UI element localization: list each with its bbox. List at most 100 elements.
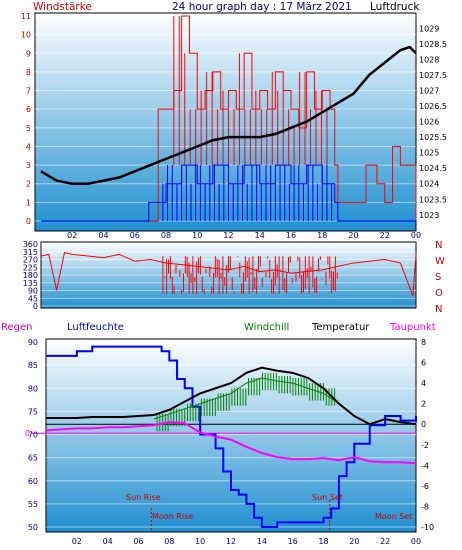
- panel3-right-tick-label: -2: [421, 441, 429, 450]
- panel2-left-tick-label: 315: [23, 248, 38, 257]
- panel1-right-tick-label: 1028.5: [419, 40, 447, 49]
- panel1-left-tick-label: 9: [26, 49, 31, 58]
- panel3-left-tick-label: 60: [28, 477, 38, 486]
- panel1-left-tick-label: 3: [26, 161, 31, 170]
- panel2-left-tick-label: 180: [23, 271, 38, 280]
- panel1-x-tick-label: 06: [130, 231, 140, 240]
- panel1-right-tick-label: 1027.5: [419, 71, 447, 80]
- panel3-left-tick-label: 80: [28, 384, 38, 393]
- panel3-x-tick-label: 12: [226, 537, 236, 546]
- panel3-legend: Regen Luftfeuchte Windchill Temperatur T…: [1, 322, 436, 333]
- panel1-series: [40, 15, 417, 222]
- panel3-x-tick-label: 20: [349, 537, 359, 546]
- panel3-left-ticks: 50 55 60 65 70 75 80 85 90: [28, 338, 38, 532]
- panel1-left-tick-label: 7: [26, 87, 31, 96]
- panel1-x-tick-label: 08: [161, 231, 171, 240]
- panel1-right-tick-label: 1027: [419, 87, 439, 96]
- panel3-right-tick-label: 4: [421, 379, 426, 388]
- panel1-x-tick-label: 18: [317, 231, 327, 240]
- panel3-right-ticks: 8 6 4 2 0 -2 -4 -6 -8 -10: [421, 338, 434, 532]
- panel3-right-tick-label: 0: [421, 420, 426, 429]
- panel3-x-tick-label: 06: [133, 537, 143, 546]
- panel1-left-tick-label: 5: [26, 124, 31, 133]
- panel3-x-tick-label: 08: [164, 537, 174, 546]
- panel2-left-tick-label: 225: [23, 263, 38, 272]
- legend-luftfeuchte: Luftfeuchte: [67, 322, 124, 333]
- legend-windchill: Windchill: [244, 322, 289, 333]
- panel1-right-tick-label: 1025.5: [419, 133, 447, 142]
- panel3-right-tick-label: -4: [421, 461, 429, 470]
- panel3-x-tick-label: 04: [103, 537, 113, 546]
- panel1-right-tick-label: 1029: [419, 24, 439, 33]
- panel3-plot-area: [45, 338, 417, 533]
- wind-gust-series: [41, 15, 417, 222]
- panel1-x-tick-label: 04: [98, 231, 108, 240]
- legend-temperatur: Temperatur: [311, 322, 370, 333]
- panel1-right-tick-label: 1028: [419, 55, 439, 64]
- panel1-x-tick-label: 02: [67, 231, 77, 240]
- panel1-left-tick-label: 1: [26, 198, 31, 207]
- panel3-series: [45, 345, 417, 528]
- wind-direction-series: [40, 252, 417, 296]
- compass-label: S: [435, 272, 441, 283]
- panel3-left-tick-label: 90: [28, 338, 38, 347]
- panel1-left-tick-label: 8: [26, 68, 31, 77]
- panel3-x-tick-label: 10: [195, 537, 205, 546]
- panel1-left-ticks: 0 1 2 3 4 5 6 7 8 9 10 11: [21, 12, 31, 226]
- panel1-right-tick-label: 1026.5: [419, 102, 447, 111]
- panel1-x-tick-label: 16: [286, 231, 296, 240]
- panel3-right-tick-label: 8: [421, 338, 426, 347]
- panel1-x-tick-label: 20: [348, 231, 358, 240]
- panel1-x-tick-label: 00: [411, 231, 421, 240]
- panel2-left-tick-label: 135: [23, 279, 38, 288]
- panel1-right-tick-label: 1025: [419, 149, 439, 158]
- panel3-x-tick-label: 22: [380, 537, 390, 546]
- panel2-series: [40, 252, 417, 296]
- panel3-left-tick-label: 85: [28, 361, 38, 370]
- panel2-left-tick-label: 90: [28, 287, 38, 296]
- panel3-right-tick-label: -6: [421, 482, 429, 491]
- panel2-left-tick-label: 360: [23, 240, 38, 249]
- panel3-left-tick-label: 75: [28, 407, 38, 416]
- panel1-left-tick-label: 2: [26, 180, 31, 189]
- panel3-x-tick-label: 18: [318, 537, 328, 546]
- panel2-left-tick-label: 270: [23, 256, 38, 265]
- sunrise-label: Sun Rise: [126, 493, 161, 502]
- panel1-right-tick-label: 1026: [419, 118, 439, 127]
- panel1-left-tick-label: 0: [26, 217, 31, 226]
- panel1-left-tick-label: 10: [21, 31, 31, 40]
- panel1-grid: [35, 15, 416, 222]
- panel3-grid: 0: [25, 341, 416, 528]
- panel2-left-tick-label: 45: [28, 294, 38, 303]
- compass-label: O: [435, 288, 443, 299]
- panel3-x-tick-label: 00: [411, 537, 421, 546]
- panel1-right-tick-label: 1023.5: [419, 195, 447, 204]
- left-axis-title: Windstärke: [33, 1, 92, 13]
- compass-label: N: [435, 304, 442, 315]
- panel3-x-ticks: 02 04 06 08 10 12 14 16 18 20 22 00: [72, 537, 421, 546]
- right-axis-title: Luftdruck: [370, 1, 420, 13]
- moonset-label: Moon Set: [375, 512, 412, 521]
- panel3-right-tick-label: 6: [421, 359, 426, 368]
- panel1-x-ticks: 02 04 06 08 10 12 14 16 18 20 22 00: [67, 231, 421, 240]
- panel3-x-tick-label: 16: [288, 537, 298, 546]
- panel3-right-tick-label: -8: [421, 502, 429, 511]
- panel3-x-tick-label: 14: [257, 537, 267, 546]
- sunset-label: Sun Set: [312, 493, 343, 502]
- panel1-right-ticks: 1029 1028.5 1028 1027.5 1027 1026.5 1026 1025.5…: [419, 24, 447, 219]
- panel1-x-tick-label: 12: [223, 231, 233, 240]
- panel1-right-tick-label: 1024: [419, 180, 439, 189]
- legend-taupunkt: Taupunkt: [389, 322, 436, 333]
- chart-title: 24 hour graph day : 17 März 2021: [172, 1, 352, 13]
- compass-label: W: [435, 256, 445, 267]
- panel1-x-tick-label: 10: [192, 231, 202, 240]
- panel3-left-tick-label: 65: [28, 454, 38, 463]
- panel3-x-tick-label: 02: [72, 537, 82, 546]
- panel3-left-tick-label: 70: [28, 431, 38, 440]
- panel1-left-tick-label: 4: [26, 142, 31, 151]
- panel3-events: Sun Rise Moon Rise Sun Set Moon Set: [126, 493, 412, 532]
